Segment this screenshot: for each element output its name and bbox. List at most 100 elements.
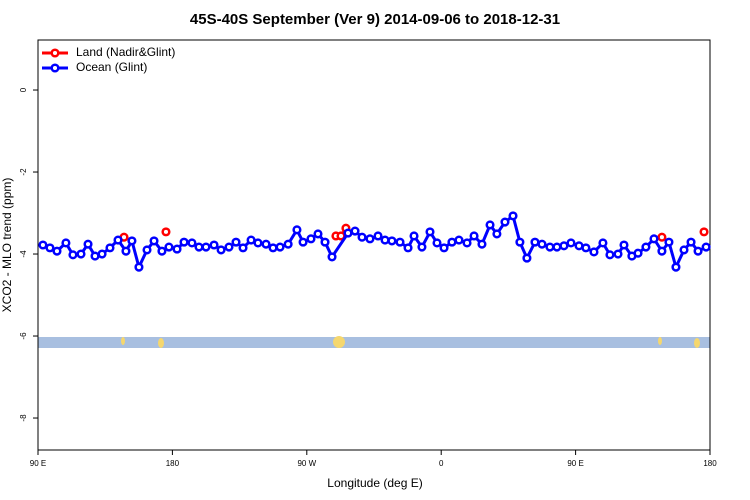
point: [224, 242, 234, 252]
point: [537, 239, 547, 249]
point: [365, 234, 375, 244]
point: [477, 239, 487, 249]
point: [500, 217, 510, 227]
legend-label: Land (Nadir&Glint): [76, 45, 175, 59]
point: [649, 234, 659, 244]
point: [380, 235, 390, 245]
land-spot: [694, 338, 700, 348]
point: [76, 249, 86, 259]
point: [350, 226, 360, 236]
point: [492, 229, 502, 239]
point: [462, 238, 472, 248]
land-strip: [38, 336, 710, 348]
point: [432, 238, 442, 248]
land-spot: [658, 337, 662, 345]
point: [425, 227, 435, 237]
point: [52, 246, 62, 256]
point: [327, 252, 337, 262]
point: [574, 241, 584, 251]
point: [105, 243, 115, 253]
point: [439, 243, 449, 253]
x-tick-label: 90 E: [567, 459, 583, 468]
point: [275, 242, 285, 252]
point: [157, 246, 167, 256]
x-tick-label: 180: [703, 459, 717, 468]
point: [409, 231, 419, 241]
point: [559, 241, 569, 251]
point: [283, 239, 293, 249]
point: [613, 249, 623, 259]
point: [83, 239, 93, 249]
point: [261, 239, 271, 249]
ocean-strip: [38, 337, 710, 348]
legend-marker: [50, 48, 60, 58]
point: [194, 242, 204, 252]
point: [298, 237, 308, 247]
x-tick-label: 0: [439, 459, 444, 468]
point: [598, 238, 608, 248]
point: [201, 242, 211, 252]
point: [679, 245, 689, 255]
land-spot: [121, 337, 125, 345]
point: [90, 251, 100, 261]
x-axis-label: Longitude (deg E): [327, 476, 422, 490]
point: [515, 237, 525, 247]
point: [508, 211, 518, 221]
point: [187, 238, 197, 248]
x-tick-label: 180: [166, 459, 180, 468]
point: [216, 245, 226, 255]
y-tick-label: -2: [19, 168, 28, 176]
point: [701, 242, 711, 252]
point: [268, 243, 278, 253]
y-axis-label: XCO2 - MLO trend (ppm): [0, 178, 14, 313]
point: [292, 225, 302, 235]
point: [246, 235, 256, 245]
point: [127, 236, 137, 246]
point: [68, 250, 78, 260]
point: [313, 229, 323, 239]
point: [469, 231, 479, 241]
point: [45, 243, 55, 253]
point: [693, 246, 703, 256]
point: [485, 220, 495, 230]
point: [343, 228, 353, 238]
point: [97, 249, 107, 259]
point: [149, 236, 159, 246]
point: [121, 246, 131, 256]
point: [403, 243, 413, 253]
x-tick-label: 90 W: [297, 459, 316, 468]
y-tick-label: -8: [19, 414, 28, 422]
point: [671, 262, 681, 272]
series-line: [336, 228, 704, 236]
point: [253, 238, 263, 248]
point: [699, 227, 709, 237]
point: [161, 227, 171, 237]
point: [417, 242, 427, 252]
point: [641, 242, 651, 252]
chart-title: 45S-40S September (Ver 9) 2014-09-06 to …: [190, 11, 560, 28]
point: [522, 253, 532, 263]
point: [179, 237, 189, 247]
point: [664, 237, 674, 247]
point: [231, 237, 241, 247]
point: [447, 237, 457, 247]
point: [387, 236, 397, 246]
point: [657, 232, 667, 242]
point: [113, 235, 123, 245]
land-spot: [333, 336, 345, 348]
point: [581, 243, 591, 253]
point: [38, 240, 48, 250]
plot-frame: [37, 39, 711, 451]
point: [566, 238, 576, 248]
point: [238, 243, 248, 253]
point: [172, 244, 182, 254]
point: [605, 250, 615, 260]
point: [552, 242, 562, 252]
point: [209, 240, 219, 250]
point: [619, 240, 629, 250]
point: [454, 235, 464, 245]
point: [530, 237, 540, 247]
point: [633, 248, 643, 258]
point: [545, 242, 555, 252]
